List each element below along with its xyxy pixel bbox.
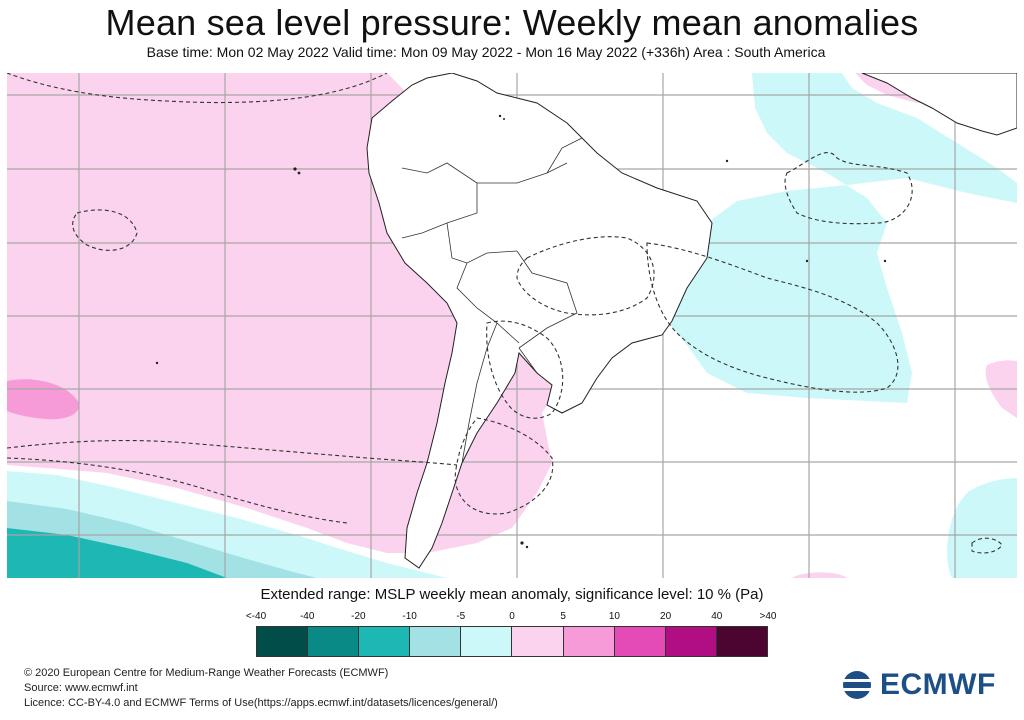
legend-tick-label: 10 bbox=[608, 611, 620, 622]
legend-swatch bbox=[512, 627, 564, 656]
source-text: Source: www.ecmwf.int bbox=[24, 682, 138, 694]
legend-tick-label: -5 bbox=[456, 611, 466, 622]
legend-swatch bbox=[716, 627, 767, 656]
legend-tick-label: 0 bbox=[509, 611, 515, 622]
legend-swatch bbox=[665, 627, 717, 656]
map-svg bbox=[7, 73, 1017, 578]
pink-small-south bbox=[792, 572, 847, 578]
legend-tick-label: -10 bbox=[402, 611, 417, 622]
legend-swatch bbox=[461, 627, 513, 656]
legend-tick-label: -20 bbox=[351, 611, 366, 622]
chart-title: Mean sea level pressure: Weekly mean ano… bbox=[105, 2, 919, 43]
anomaly-map bbox=[7, 73, 1017, 578]
cyan-strong-southern bbox=[7, 528, 227, 578]
legend-swatch bbox=[614, 627, 666, 656]
logo-text: ECMWF bbox=[880, 668, 996, 701]
legend-tick-label: 20 bbox=[660, 611, 672, 622]
legend-swatch bbox=[359, 627, 411, 656]
country-borders bbox=[401, 137, 598, 464]
licence-text: Licence: CC-BY-4.0 and ECMWF Terms of Us… bbox=[24, 697, 498, 709]
legend-tick-label: >40 bbox=[759, 611, 777, 622]
legend-tick-label: 5 bbox=[560, 611, 566, 622]
ecmwf-logo-icon bbox=[840, 671, 874, 699]
legend-swatch bbox=[410, 627, 462, 656]
legend-tick-label: -40 bbox=[299, 611, 315, 622]
ecmwf-logo: ECMWF bbox=[838, 668, 996, 702]
south-america-landmass bbox=[366, 73, 713, 569]
legend-swatch bbox=[563, 627, 615, 656]
legend-tick-label: <-40 bbox=[245, 611, 267, 622]
legend-colorbar bbox=[256, 626, 768, 657]
central-america bbox=[861, 73, 1017, 136]
significance-contours bbox=[7, 73, 1003, 554]
copyright-text: © 2020 European Centre for Medium-Range … bbox=[24, 667, 389, 679]
footer: © 2020 European Centre for Medium-Range … bbox=[24, 666, 498, 711]
legend-tick-label: 40 bbox=[711, 611, 723, 622]
islands bbox=[155, 114, 887, 549]
legend-title: Extended range: MSLP weekly mean anomaly… bbox=[260, 586, 764, 603]
legend-swatch bbox=[308, 627, 360, 656]
cyan-anomaly-southeast bbox=[947, 478, 1017, 578]
chart-subtitle: Base time: Mon 02 May 2022 Valid time: M… bbox=[146, 44, 826, 60]
legend-swatch bbox=[257, 627, 309, 656]
